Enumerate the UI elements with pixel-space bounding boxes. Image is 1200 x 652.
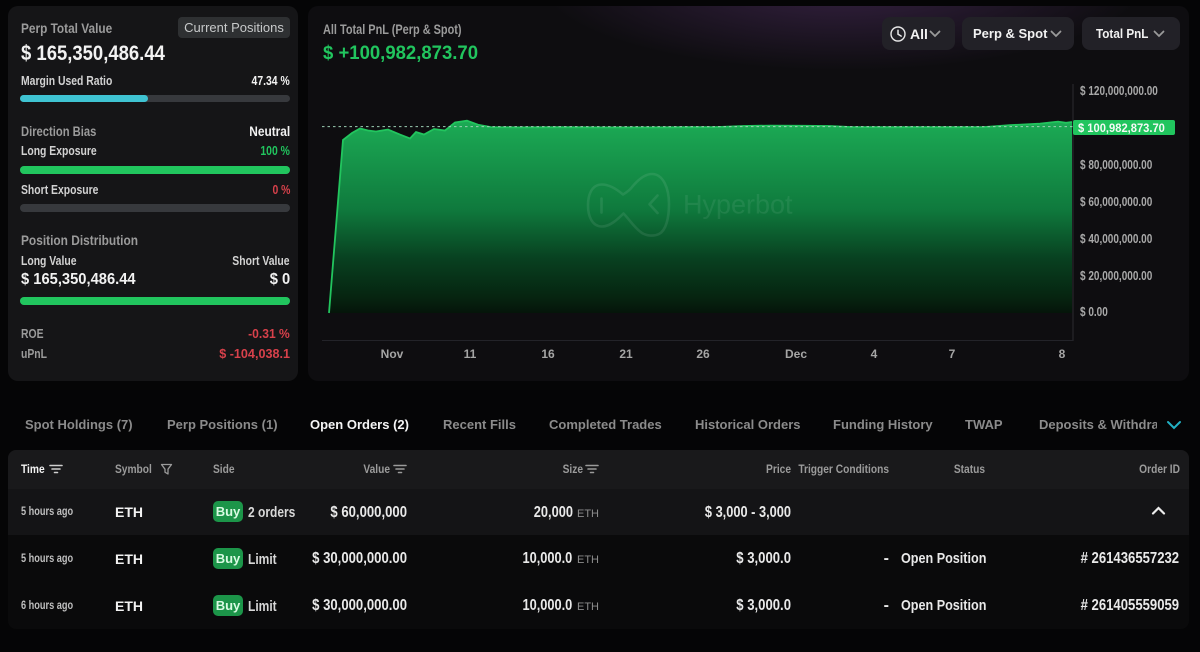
- svg-text:Hyperbot: Hyperbot: [683, 189, 793, 219]
